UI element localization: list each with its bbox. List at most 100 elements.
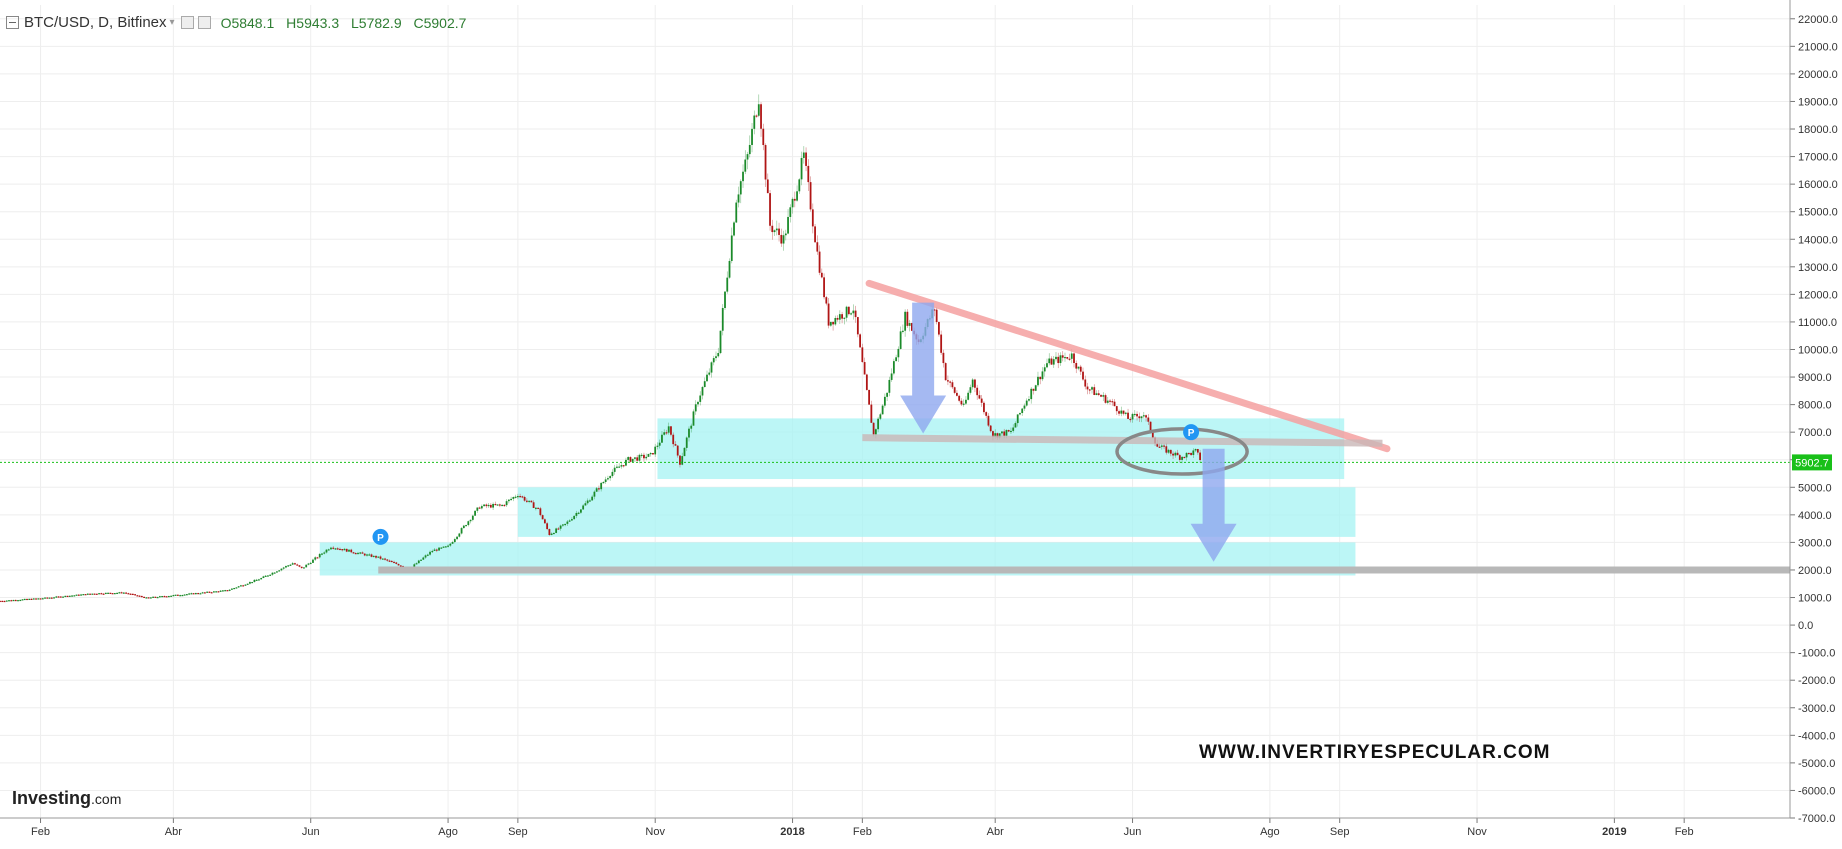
candle-body [730, 235, 733, 261]
candle-body [208, 591, 211, 593]
candle-body [496, 504, 499, 506]
candle-body [1118, 411, 1120, 414]
candle-body [1005, 430, 1008, 436]
candle-body [228, 589, 231, 591]
candle-body [460, 528, 463, 534]
y-tick-label: 22000.0 [1798, 14, 1838, 26]
x-tick-label: Abr [165, 826, 182, 838]
candle-body [1093, 387, 1096, 395]
candle-body [757, 104, 760, 116]
candle-body [483, 504, 485, 507]
candle-body [235, 587, 238, 589]
candle-body [1120, 410, 1123, 414]
candle-body [525, 500, 528, 502]
hide-icon[interactable] [197, 16, 211, 29]
candle-body [59, 596, 62, 598]
event-marker [1183, 424, 1200, 441]
candle-body [1174, 452, 1177, 456]
candle-body [118, 592, 121, 594]
candle-body [983, 402, 985, 413]
candle-body [649, 453, 652, 455]
settings-icon[interactable] [180, 16, 194, 29]
candle-body [395, 562, 398, 564]
candle-body [1190, 452, 1192, 455]
candle-body [872, 422, 875, 435]
x-tick-label: Ago [1260, 826, 1280, 838]
candle-body [134, 594, 136, 596]
projection-arrows [900, 302, 1237, 562]
candle-body [1187, 452, 1190, 455]
candle-body [746, 154, 749, 160]
candle-body [586, 500, 589, 504]
candle-body [345, 548, 348, 552]
candle-body [1021, 408, 1024, 414]
axes [0, 0, 1795, 823]
candle-body [224, 590, 227, 592]
candle-body [967, 392, 970, 400]
candle-body [194, 593, 197, 595]
candle-body [46, 597, 49, 599]
y-tick-label: 15000.0 [1798, 207, 1838, 219]
candle-body [573, 515, 576, 520]
candle-body [564, 523, 567, 526]
candle-body [26, 598, 28, 601]
candle-body [681, 456, 684, 465]
candle-body [174, 594, 177, 596]
candle-body [307, 563, 310, 565]
candle-body [744, 159, 747, 172]
candle-body [372, 555, 375, 558]
candle-body [289, 564, 292, 566]
candle-body [440, 547, 443, 549]
candle-body [611, 471, 614, 477]
candle-body [163, 596, 166, 598]
candle-body [958, 395, 961, 401]
candle-body [438, 547, 440, 551]
candle-body [145, 597, 148, 599]
candle-body [1084, 379, 1087, 387]
candle-body [303, 567, 305, 569]
candle-body [530, 500, 533, 503]
candle-body [494, 503, 497, 506]
symbol-label[interactable]: BTC/USD, D, Bitfinex [24, 14, 167, 31]
candle-body [985, 412, 988, 416]
candle-body [242, 585, 245, 587]
candle-body [255, 579, 258, 581]
candle-body [994, 433, 997, 437]
candle-body [397, 563, 400, 566]
collapse-icon[interactable] [6, 16, 19, 29]
y-tick-label: -4000.0 [1798, 730, 1835, 742]
candle-body [1064, 357, 1066, 359]
candle-body [334, 548, 337, 550]
candle-body [12, 599, 15, 602]
candle-body [415, 563, 418, 565]
candle-body [769, 193, 771, 226]
candle-body [685, 437, 688, 448]
candle-body [1156, 443, 1159, 447]
close-value: C5902.7 [413, 14, 467, 31]
candle-body [721, 307, 724, 331]
candle-body [316, 557, 319, 559]
candle-body [595, 488, 598, 492]
chevron-down-icon[interactable]: ▾ [169, 17, 175, 28]
candle-body [260, 578, 263, 580]
candle-body [413, 564, 416, 567]
candle-body [469, 519, 472, 522]
x-tick-label: 2018 [780, 826, 804, 838]
x-tick-label: Ago [438, 826, 458, 838]
candle-body [829, 321, 832, 326]
candle-body [192, 593, 195, 595]
candle-body [728, 260, 731, 278]
candle-body [1059, 355, 1062, 364]
candle-body [465, 525, 467, 527]
candle-body [910, 323, 913, 331]
candle-body [775, 228, 778, 231]
candle-body [312, 559, 314, 563]
candle-body [185, 594, 188, 596]
candle-body [784, 233, 787, 236]
candle-body [1113, 401, 1116, 407]
candle-body [883, 396, 886, 406]
candle-body [661, 434, 663, 443]
x-tick-label: Feb [853, 826, 872, 838]
